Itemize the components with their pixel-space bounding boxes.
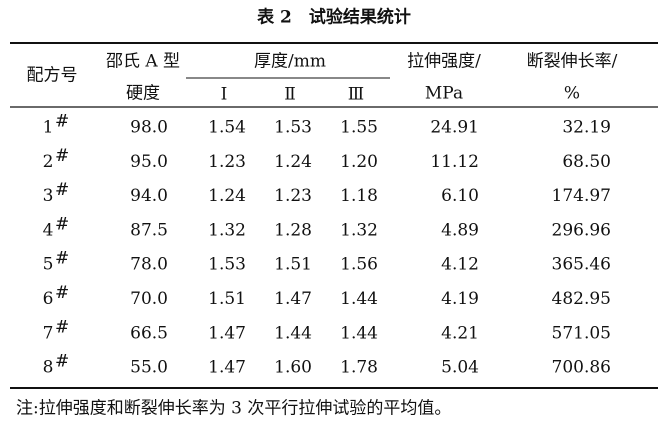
row-mark: # [55,249,69,269]
table-cell: 1.44 [340,289,378,309]
row-id: 8 [43,358,54,378]
header-cell: 拉伸强度/ [407,52,481,72]
table-cell: 1.23 [208,152,246,172]
row-id: 1 [43,118,54,138]
table-cell: 4.19 [441,289,479,309]
table-cell: 68.50 [562,152,611,172]
table-cell: 24.91 [430,118,479,138]
table-cell: 1.55 [340,118,378,138]
row-id: 5 [43,255,54,275]
table-cell: 94.0 [130,186,168,206]
table-cell: 1.53 [274,118,312,138]
table-cell: 1.28 [274,220,312,240]
table-cell: 66.5 [130,323,168,343]
table-cell: 95.0 [130,152,168,172]
table-cell: 5.04 [441,358,479,378]
table-cell: 1.23 [274,186,312,206]
table-cell: 1.47 [208,323,246,343]
header-cell: 邵氏 A 型 [106,52,180,72]
table-cell: 55.0 [130,358,168,378]
row-id: 7 [43,323,54,343]
header-cell: 断裂伸长率/ [527,52,618,72]
header-cell: MPa [425,84,463,104]
header-cell: Ⅰ [221,85,228,105]
table-cell: 296.96 [552,220,611,240]
header-cell: 厚度/mm [254,52,326,72]
row-mark: # [55,146,69,166]
table-cell: 1.32 [340,220,378,240]
table-cell: 78.0 [130,255,168,275]
row-mark: # [55,214,69,234]
row-mark: # [55,352,69,372]
header-cell: Ⅱ [284,85,296,105]
table-cell: 1.60 [274,358,312,378]
table-title: 表 2 试验结果统计 [257,7,411,28]
table-cell: 32.19 [562,118,611,138]
table-note: 注:拉伸强度和断裂伸长率为 3 次平行拉伸试验的平均值。 [16,399,451,419]
header-cell: 硬度 [126,84,160,104]
table-cell: 6.10 [441,186,479,206]
table-cell: 11.12 [430,152,479,172]
table-cell: 174.97 [552,186,611,206]
table-cell: 1.20 [340,152,378,172]
table-cell: 1.44 [340,323,378,343]
row-id: 2 [43,152,54,172]
table-cell: 482.95 [552,289,611,309]
table-cell: 365.46 [552,255,611,275]
row-id: 4 [43,220,54,240]
table-cell: 1.24 [208,186,246,206]
table-cell: 1.47 [274,289,312,309]
row-mark: # [55,180,69,200]
table-cell: 1.32 [208,220,246,240]
table-cell: 4.89 [441,220,479,240]
row-mark: # [55,283,69,303]
header-cell: Ⅲ [348,85,364,105]
row-mark: # [55,112,69,132]
table-cell: 1.54 [208,118,246,138]
table-cell: 1.47 [208,358,246,378]
table-cell: 1.51 [208,289,246,309]
table-cell: 1.44 [274,323,312,343]
row-id: 6 [43,289,54,309]
header-cell: % [564,84,580,104]
table-cell: 571.05 [552,323,611,343]
table-cell: 1.53 [208,255,246,275]
table-cell: 4.12 [441,255,479,275]
header-cell: 配方号 [27,66,78,86]
table-cell: 70.0 [130,289,168,309]
table-cell: 4.21 [441,323,479,343]
table-cell: 1.78 [340,358,378,378]
row-id: 3 [43,186,54,206]
table-cell: 87.5 [130,220,168,240]
table-cell: 98.0 [130,118,168,138]
table-cell: 1.24 [274,152,312,172]
row-mark: # [55,317,69,337]
table-cell: 1.18 [340,186,378,206]
table-cell: 1.51 [274,255,312,275]
table-cell: 1.56 [340,255,378,275]
table-cell: 700.86 [552,358,611,378]
